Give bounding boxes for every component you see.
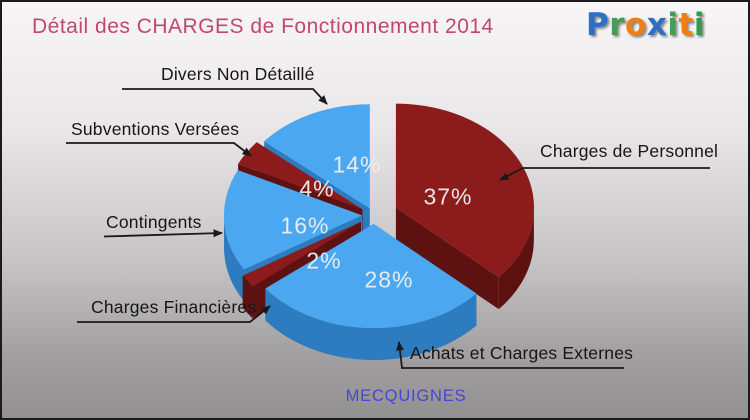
- pie-slice-divers-non-detaille[interactable]: [264, 104, 370, 209]
- slice-percent-label-achats-et-charges-externes: 28%: [364, 266, 414, 293]
- logo-letter: r: [609, 7, 626, 43]
- chart-title: Détail des CHARGES de Fonctionnement 201…: [32, 15, 494, 38]
- slice-percent-label-divers-non-detaille: 14%: [332, 151, 382, 178]
- leader-line-charges-de-personnel: [499, 167, 710, 181]
- logo-letter: i: [693, 7, 705, 43]
- slice-percent-label-charges-de-personnel: 37%: [423, 183, 473, 210]
- leader-line-contingents: [103, 229, 223, 238]
- logo-letter: i: [667, 7, 679, 43]
- slice-percent-label-charges-financieres: 2%: [306, 247, 342, 274]
- pie-slice-rim-charges-financieres[interactable]: [242, 275, 253, 319]
- pie-slice-subventions-versees[interactable]: [238, 142, 363, 210]
- logo-letter: t: [678, 7, 694, 43]
- logo-letter: o: [625, 7, 647, 43]
- callout-achats-et-charges-externes: Achats et Charges Externes: [410, 343, 634, 363]
- leader-line-subventions-versees: [66, 142, 252, 157]
- pie-slices: [224, 103, 535, 329]
- pie-slice-contingents[interactable]: [224, 170, 362, 270]
- pie-slice-achats-et-charges-externes[interactable]: [265, 224, 477, 329]
- proxiti-logo[interactable]: Proxiti: [586, 7, 705, 43]
- pie-slice-rim-contingents[interactable]: [224, 215, 244, 302]
- callout-contingents: Contingents: [106, 212, 202, 232]
- callout-divers-non-detaille: Divers Non Détaillé: [161, 64, 315, 84]
- slice-percent-label-subventions-versees: 4%: [299, 175, 335, 202]
- pie-slice-rim-achats-et-charges-externes[interactable]: [265, 288, 477, 361]
- leader-line-divers-non-detaille: [122, 88, 328, 105]
- callout-subventions-versees: Subventions Versées: [71, 119, 240, 139]
- logo-letter: P: [586, 7, 610, 43]
- pie-slice-charges-financieres[interactable]: [242, 221, 361, 287]
- callout-charges-de-personnel: Charges de Personnel: [540, 141, 719, 161]
- pie-slice-wall-charges-de-personnel[interactable]: [395, 207, 499, 310]
- pie-slice-rim-charges-de-personnel[interactable]: [498, 207, 534, 310]
- logo-letter: x: [646, 7, 668, 43]
- municipality-name: MECQUIGNES: [345, 387, 467, 405]
- leader-line-achats-et-charges-externes: [396, 341, 624, 369]
- callout-leader-lines: [66, 88, 710, 369]
- leader-line-charges-financieres: [77, 305, 271, 323]
- pie-slice-charges-de-personnel[interactable]: [395, 103, 535, 278]
- callout-charges-financieres: Charges Financières: [91, 297, 257, 317]
- slice-percent-label-contingents: 16%: [280, 212, 330, 239]
